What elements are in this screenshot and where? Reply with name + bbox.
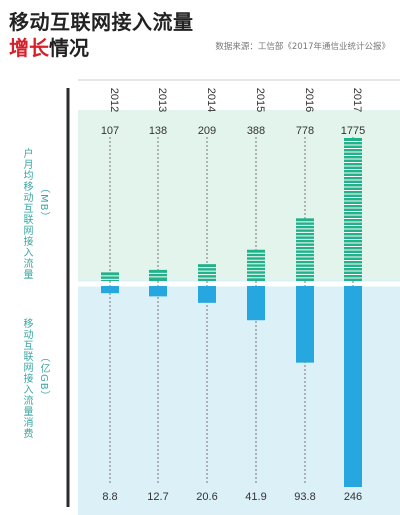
year-label: 2012	[108, 88, 120, 112]
lower-axis-unit: （亿GB）	[38, 352, 49, 402]
upper-axis-unit: （MB）	[38, 183, 49, 223]
subtitle-accent: 增长	[9, 36, 49, 60]
lower-axis-name: 移动互联网接入流量消费	[21, 318, 32, 439]
lower-axis-label: 移动互联网接入流量消费	[19, 318, 34, 439]
data-source: 数据来源：工信部《2017年通信业统计公报》	[215, 42, 390, 52]
year-label: 2016	[303, 88, 315, 112]
upper-value-label: 209	[198, 125, 216, 137]
lower-value-label: 93.8	[294, 491, 315, 503]
upper-axis-label: 户月均移动互联网接入流量	[19, 148, 34, 280]
year-label: 2015	[254, 88, 266, 112]
upper-bar	[198, 264, 216, 281]
lower-value-label: 8.8	[102, 491, 117, 503]
upper-axis-name: 户月均移动互联网接入流量	[21, 148, 32, 280]
lower-bar	[149, 286, 167, 297]
year-label: 2014	[205, 88, 217, 112]
upper-value-label: 1775	[341, 125, 365, 137]
lower-value-label: 41.9	[245, 491, 266, 503]
lower-bar	[247, 286, 265, 321]
lower-bar	[101, 286, 119, 294]
upper-bar	[247, 249, 265, 281]
lower-bar	[198, 286, 216, 303]
lower-value-label: 12.7	[147, 491, 168, 503]
lower-value-label: 20.6	[196, 491, 217, 503]
upper-bar	[101, 272, 119, 281]
lower-bar	[296, 286, 314, 363]
lower-bar	[344, 286, 362, 487]
upper-value-label: 778	[296, 125, 314, 137]
upper-bar	[344, 138, 362, 281]
lower-value-label: 246	[344, 491, 362, 503]
year-label: 2017	[351, 88, 363, 112]
page-subtitle: 增长情况	[9, 32, 89, 61]
upper-bar	[149, 269, 167, 281]
upper-value-label: 107	[101, 125, 119, 137]
subtitle-rest: 情况	[49, 36, 89, 60]
year-label: 2013	[156, 88, 168, 112]
page-title: 移动互联网接入流量	[9, 10, 194, 34]
upper-value-label: 138	[149, 125, 167, 137]
upper-value-label: 388	[247, 125, 265, 137]
